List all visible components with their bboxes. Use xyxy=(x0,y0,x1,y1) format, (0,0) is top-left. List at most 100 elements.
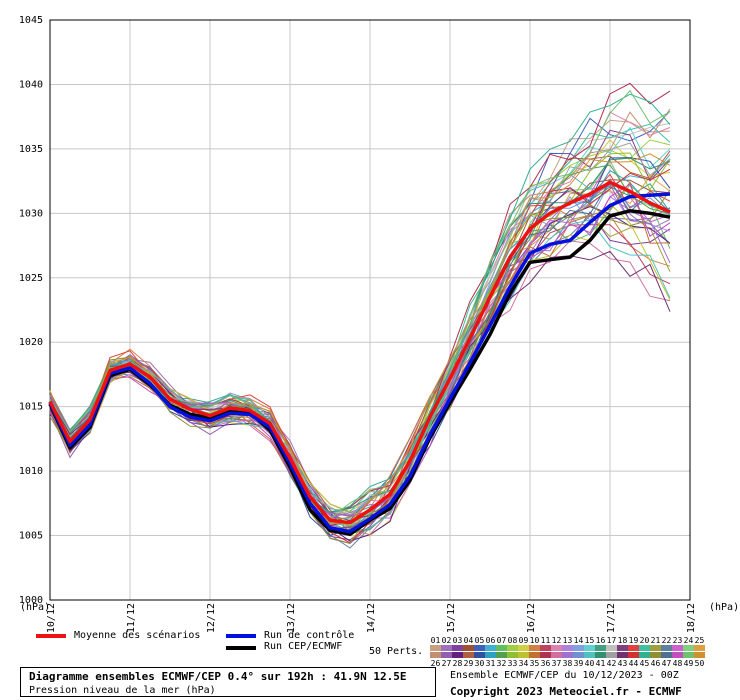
perturbation-color-swatch xyxy=(606,652,617,658)
main-lines xyxy=(48,180,671,537)
plot-frame xyxy=(49,19,691,601)
perturbation-color-swatch xyxy=(628,652,639,658)
perturbation-color-swatch xyxy=(496,645,507,651)
perturbation-number: 16 xyxy=(595,636,606,645)
perturbation-color-swatch xyxy=(518,652,529,658)
y-tick-label: 1030 xyxy=(19,208,43,219)
perturbation-color-swatch xyxy=(683,645,694,651)
perturbation-color-swatch xyxy=(551,645,562,651)
perturbation-color-swatch xyxy=(595,652,606,658)
perturbation-number: 23 xyxy=(672,636,683,645)
perturbation-color-swatch xyxy=(540,652,551,658)
perturbation-line xyxy=(49,175,671,534)
perturbation-number: 15 xyxy=(584,636,595,645)
perturbation-number: 41 xyxy=(595,659,606,668)
perturbation-number: 20 xyxy=(639,636,650,645)
y-tick-label: 1000 xyxy=(19,595,43,606)
perturbation-number: 21 xyxy=(650,636,661,645)
perturbation-color-swatch xyxy=(683,652,694,658)
perturbation-color-swatch xyxy=(551,652,562,658)
perturbation-color-swatch xyxy=(507,645,518,651)
perturbation-number: 27 xyxy=(441,659,452,668)
legend-swatch-mean xyxy=(36,634,66,638)
perturbation-color-swatch xyxy=(650,652,661,658)
perturbation-number: 33 xyxy=(507,659,518,668)
perturbation-number: 07 xyxy=(496,636,507,645)
x-tick-label: 10/12 xyxy=(46,603,57,633)
perturbation-line xyxy=(49,122,671,519)
perturbation-color-swatch xyxy=(441,645,452,651)
perturbation-color-swatch xyxy=(694,645,705,651)
perturbation-number: 08 xyxy=(507,636,518,645)
perturbation-color-swatch xyxy=(496,652,507,658)
perturbation-line xyxy=(49,152,671,527)
perturbation-color-swatch xyxy=(430,645,441,651)
control-line xyxy=(48,192,671,534)
perturbation-number: 38 xyxy=(562,659,573,668)
perturbation-color-swatch xyxy=(606,645,617,651)
mean-line xyxy=(48,180,671,525)
perturbation-color-swatch xyxy=(628,645,639,651)
perturbation-color-swatch xyxy=(661,645,672,651)
perturbation-line xyxy=(49,123,671,513)
perturbation-number: 09 xyxy=(518,636,529,645)
perturbation-number: 24 xyxy=(683,636,694,645)
perturbation-number: 11 xyxy=(540,636,551,645)
perturbation-line xyxy=(49,195,671,519)
perturbation-color-swatch xyxy=(672,645,683,651)
legend-label-control: Run de contrôle xyxy=(264,630,355,641)
perturbation-number: 29 xyxy=(463,659,474,668)
y-tick-label: 1015 xyxy=(19,402,43,413)
y-tick-label: 1035 xyxy=(19,144,43,155)
footer-box: Diagramme ensembles ECMWF/CEP 0.4° sur 1… xyxy=(20,667,436,697)
perturbation-color-swatch xyxy=(639,652,650,658)
perturbation-color-swatch xyxy=(573,645,584,651)
perturbation-count: 50 Perts. xyxy=(369,646,424,657)
perturbation-color-swatch xyxy=(430,652,441,658)
perturbation-number: 35 xyxy=(529,659,540,668)
perturbation-color-swatch xyxy=(452,652,463,658)
chart-grid xyxy=(49,19,691,601)
x-tick-label: 16/12 xyxy=(526,603,537,633)
x-tick-label: 11/12 xyxy=(126,603,137,633)
y-tick-labels: 1000 1005 1010 1015 1020 1025 1030 1035 1040 1045 xyxy=(19,15,43,606)
perturbation-line xyxy=(49,82,671,514)
footer-subtitle: Pression niveau de la mer (hPa) xyxy=(29,685,216,696)
perturbation-number: 18 xyxy=(617,636,628,645)
perturbation-color-swatch xyxy=(595,645,606,651)
perturbation-number: 22 xyxy=(661,636,672,645)
perturbation-color-swatch xyxy=(441,652,452,658)
perturbation-color-swatch xyxy=(584,645,595,651)
perturbation-color-swatch xyxy=(529,645,540,651)
perturbation-number: 44 xyxy=(628,659,639,668)
perturbation-number: 37 xyxy=(551,659,562,668)
perturbation-number: 50 xyxy=(694,659,705,668)
y-unit-right: (hPa) xyxy=(709,602,739,613)
perturbation-line xyxy=(49,108,671,520)
perturbation-color-swatch xyxy=(617,652,628,658)
x-tick-labels: 10/12 11/12 12/12 13/12 14/12 15/12 16/12 17/12… xyxy=(46,603,697,633)
legend-swatch-control xyxy=(226,634,256,638)
perturbation-color-swatch xyxy=(573,652,584,658)
perturbation-number: 40 xyxy=(584,659,595,668)
perturbation-number: 48 xyxy=(672,659,683,668)
footer-title: Diagramme ensembles ECMWF/CEP 0.4° sur 1… xyxy=(29,670,407,683)
y-tick-label: 1020 xyxy=(19,337,43,348)
perturbation-number: 19 xyxy=(628,636,639,645)
perturbation-number: 06 xyxy=(485,636,496,645)
x-tick-label: 13/12 xyxy=(286,603,297,633)
perturbation-color-swatch xyxy=(562,652,573,658)
perturbation-color-swatch xyxy=(485,645,496,651)
perturbation-number: 49 xyxy=(683,659,694,668)
perturbation-color-swatch xyxy=(639,645,650,651)
perturbation-number: 10 xyxy=(529,636,540,645)
perturbation-color-swatch xyxy=(672,652,683,658)
perturbation-number: 47 xyxy=(661,659,672,668)
x-tick-label: 17/12 xyxy=(606,603,617,633)
x-tick-label: 15/12 xyxy=(446,603,457,633)
legend-swatch-hres xyxy=(226,646,256,650)
perturbation-color-swatch xyxy=(474,652,485,658)
perturbation-line xyxy=(49,157,671,536)
perturbation-color-swatch xyxy=(694,652,705,658)
